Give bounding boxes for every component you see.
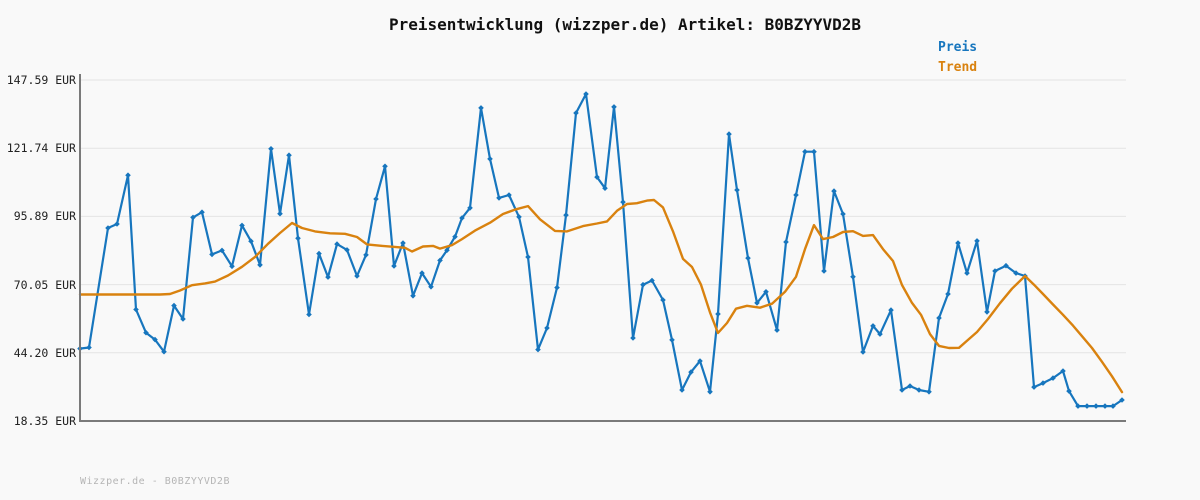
preis-line: [78, 92, 1124, 408]
chart-title: Preisentwicklung (wizzper.de) Artikel: B…: [388, 15, 861, 34]
legend-preis-label: Preis: [938, 40, 978, 55]
trend-line: [78, 198, 1124, 394]
y-tick-label: 147.59 EUR: [6, 73, 76, 87]
y-tick-label: 95.89 EUR: [13, 209, 76, 224]
y-tick-label: 44.20 EUR: [13, 345, 76, 360]
legend-trend-label: Trend: [938, 60, 978, 75]
y-tick-label: 18.35 EUR: [13, 414, 76, 428]
preis-markers: [77, 91, 1125, 409]
y-tick-label: 121.74 EUR: [6, 141, 76, 156]
y-tick-label: 70.05 EUR: [13, 277, 76, 292]
watermark-text: Wizzper.de - B0BZYYVD2B: [80, 476, 230, 487]
